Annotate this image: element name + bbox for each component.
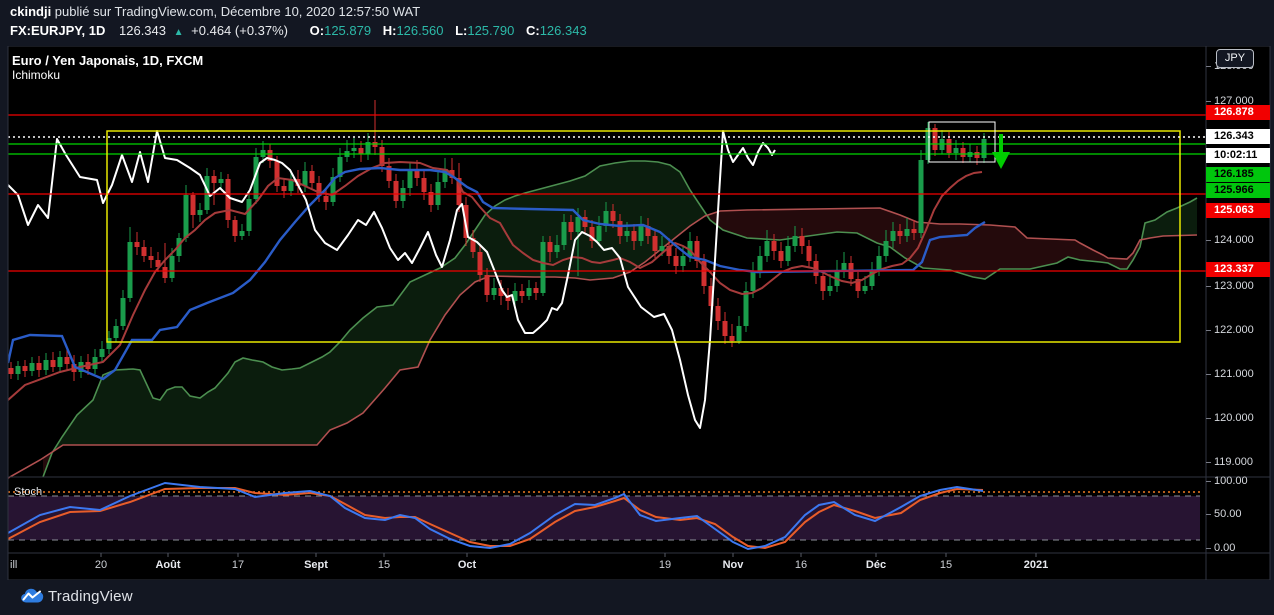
time-axis[interactable]: ill 20 Août 17 Sept 15 Oct 19 Nov 16 Déc 15 2021 [8, 553, 1206, 580]
price-label-badge: 126.343 [1206, 129, 1270, 144]
time-tick-label: 20 [94, 559, 108, 571]
high-label: H: [382, 23, 397, 38]
currency-toggle-button[interactable]: JPY [1216, 49, 1254, 68]
time-tick-label: 16 [794, 559, 808, 571]
time-tick-label: Sept [304, 559, 328, 571]
price-label-badge: 125.063 [1206, 203, 1270, 218]
high-value: 126.560 [396, 23, 444, 38]
author-name: ckindji [10, 4, 52, 19]
published-line: ckindji publié sur TradingView.com, Déce… [10, 4, 420, 19]
time-tick-label: 19 [658, 559, 672, 571]
time-tick-label: Oct [457, 559, 477, 571]
time-tick-label: 15 [939, 559, 953, 571]
open-value: 125.879 [324, 23, 372, 38]
time-tick-label: Août [155, 559, 181, 571]
time-tick-label: 17 [231, 559, 245, 571]
time-tick-label: Déc [865, 559, 887, 571]
chart-title: Euro / Yen Japonais, 1D, FXCM [12, 53, 204, 68]
price-tick: 124.000 [1206, 233, 1270, 247]
price-label-badge: 126.878 [1206, 105, 1270, 120]
chart-legend: Euro / Yen Japonais, 1D, FXCM Ichimoku [12, 53, 203, 83]
symbol-interval: FX:EURJPY, 1D [10, 23, 106, 38]
published-text: publié sur TradingView.com, Décembre 10,… [51, 4, 421, 19]
low-label: L: [455, 23, 468, 38]
last-price: 126.343 [119, 23, 166, 38]
price-tick: 123.000 [1206, 279, 1270, 293]
price-tick: 121.000 [1206, 367, 1270, 381]
price-label-badge: 125.966 [1206, 183, 1270, 198]
footer-brand-text[interactable]: TradingView [48, 588, 133, 605]
time-tick-label: 2021 [1023, 559, 1049, 571]
time-tick-label: Nov [722, 559, 744, 571]
tradingview-logo-icon[interactable] [20, 586, 44, 606]
time-tick-label: ill [10, 559, 18, 571]
price-tick: 120.000 [1206, 411, 1270, 425]
stoch-tick: 100.00 [1206, 474, 1270, 488]
stoch-tick: 50.00 [1206, 507, 1270, 521]
price-tick: 122.000 [1206, 323, 1270, 337]
time-tick-label: 15 [377, 559, 391, 571]
indicator-label-stoch: Stoch [14, 486, 43, 498]
footer: TradingView [0, 580, 1274, 615]
indicator-label-ichimoku: Ichimoku [12, 68, 61, 82]
stoch-tick: 0.00 [1206, 541, 1270, 555]
up-arrow-icon: ▲ [173, 27, 184, 38]
close-value: 126.343 [539, 23, 587, 38]
low-value: 125.790 [467, 23, 515, 38]
price-change: +0.464 (+0.37%) [191, 23, 289, 38]
price-axis[interactable]: JPY 128.000127.000124.000123.000122.0001… [1206, 46, 1270, 580]
open-label: O: [309, 23, 325, 38]
price-label-badge: 10:02:11 [1206, 148, 1270, 163]
close-label: C: [525, 23, 540, 38]
symbol-ohlc-line: FX:EURJPY, 1D 126.343 ▲ +0.464 (+0.37%) … [10, 23, 587, 38]
price-label-badge: 126.185 [1206, 167, 1270, 182]
header: ckindji publié sur TradingView.com, Déce… [0, 0, 1274, 46]
price-tick: 127.000 [1206, 94, 1270, 108]
price-tick: 119.000 [1206, 455, 1270, 469]
price-label-badge: 123.337 [1206, 262, 1270, 277]
